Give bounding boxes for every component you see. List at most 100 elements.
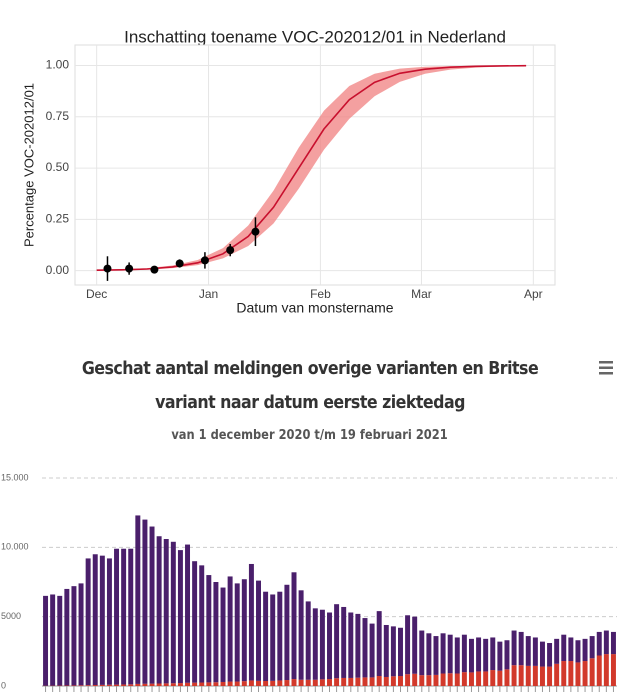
bar-segment — [50, 594, 56, 686]
bar-segment — [376, 611, 382, 677]
bar-segment — [334, 678, 340, 686]
bar-segment — [298, 590, 304, 680]
confidence-band — [96, 65, 527, 271]
point — [200, 256, 209, 265]
bar-segment — [547, 666, 553, 686]
bar-segment — [603, 654, 609, 686]
bar-segment — [490, 637, 496, 671]
bar-segment — [319, 679, 325, 686]
bar-segment — [177, 683, 183, 686]
y-tick-label: 10.000 — [1, 542, 29, 552]
bar-segment — [206, 575, 212, 683]
point — [125, 264, 134, 273]
bar-segment — [440, 633, 446, 674]
bar-segment — [170, 683, 176, 686]
bar-segment — [277, 591, 283, 681]
y-axis-label: Percentage VOC-202012/01 — [21, 83, 36, 247]
bar-segment — [461, 672, 467, 686]
bar-segment — [596, 631, 602, 656]
bar-segment — [85, 685, 91, 686]
bar-segment — [312, 608, 318, 680]
chart-2: 0 5000 10.000 15.000 — [1, 472, 617, 692]
bar-segment — [213, 682, 219, 686]
point — [175, 259, 184, 268]
x-tick-label: Apr — [524, 287, 543, 301]
bar-segment — [568, 661, 574, 686]
bar-segment — [256, 580, 261, 681]
y-tick-label: 0 — [1, 680, 6, 690]
bar-segment — [348, 612, 354, 678]
bar-segment — [561, 634, 567, 662]
bar-segment — [277, 680, 283, 686]
bar-segment — [220, 681, 226, 686]
bar-segment — [504, 640, 510, 670]
bar-segment — [149, 683, 155, 686]
bar-segment — [390, 626, 396, 677]
bar-segment — [170, 541, 176, 684]
bar-segment — [369, 623, 375, 678]
bar-segment — [128, 548, 134, 685]
bar-segment — [348, 677, 354, 686]
bar-segment — [575, 662, 581, 686]
bar-segment — [99, 684, 105, 686]
bar-segment — [433, 674, 439, 686]
bar-segment — [398, 676, 403, 686]
bar-segment — [114, 684, 120, 686]
bar-segment — [312, 679, 318, 686]
bar-segment — [483, 671, 489, 686]
bar-segment — [497, 670, 503, 686]
bar-segment — [263, 591, 269, 682]
bar-segment — [291, 679, 297, 686]
bar-segment — [99, 555, 105, 685]
bar-segment — [518, 665, 524, 686]
bar-segment — [490, 670, 496, 686]
bar-segment — [355, 613, 361, 678]
line — [96, 64, 527, 272]
bar-segment — [398, 627, 403, 677]
bar-segment — [610, 654, 616, 686]
bar-segment — [440, 673, 446, 686]
bar-segment — [71, 586, 77, 686]
y-tick-label: 15.000 — [1, 472, 29, 482]
bar-segment — [85, 558, 91, 686]
bar-segment — [43, 595, 49, 686]
point — [103, 264, 112, 273]
bar-segment — [412, 616, 418, 674]
bar-segment — [476, 637, 482, 672]
x-tick-label: Mar — [411, 287, 432, 301]
bar-segment — [199, 565, 205, 683]
bar-segment — [447, 673, 453, 686]
chart-subtitle: van 1 december 2020 t/m 19 februari 2021 — [171, 428, 448, 443]
bar-segment — [447, 634, 453, 674]
bar-segment — [554, 638, 560, 664]
x-tick-label: Dec — [86, 287, 107, 301]
point — [150, 265, 159, 274]
bar-segment — [319, 609, 325, 680]
bar-segment — [419, 630, 425, 676]
bar-segment — [539, 666, 545, 686]
bar-segment — [419, 675, 425, 686]
bar-segment — [185, 544, 191, 683]
bar-segment — [504, 669, 510, 686]
menu-button[interactable] — [597, 358, 617, 378]
bar-segment — [341, 677, 347, 686]
bar-segment — [405, 674, 411, 686]
bar-segment — [248, 563, 254, 681]
bar-segment — [532, 637, 538, 666]
bar-segment — [192, 561, 198, 683]
bar-segment — [248, 680, 254, 686]
bar-segment — [511, 630, 517, 666]
chart-1: Inschatting toename VOC-202012/01 in Ned… — [21, 27, 556, 316]
bar-segment — [227, 576, 233, 682]
bar-segment — [149, 526, 155, 684]
bar-segment — [405, 615, 411, 675]
bar-segment — [270, 680, 276, 686]
bar-segment — [192, 682, 198, 686]
bar-segment — [241, 579, 247, 682]
bar-segment — [355, 677, 361, 686]
menu-bar — [599, 366, 613, 369]
point — [251, 227, 260, 236]
bar-segment — [589, 636, 595, 659]
bar-segment — [163, 683, 169, 686]
